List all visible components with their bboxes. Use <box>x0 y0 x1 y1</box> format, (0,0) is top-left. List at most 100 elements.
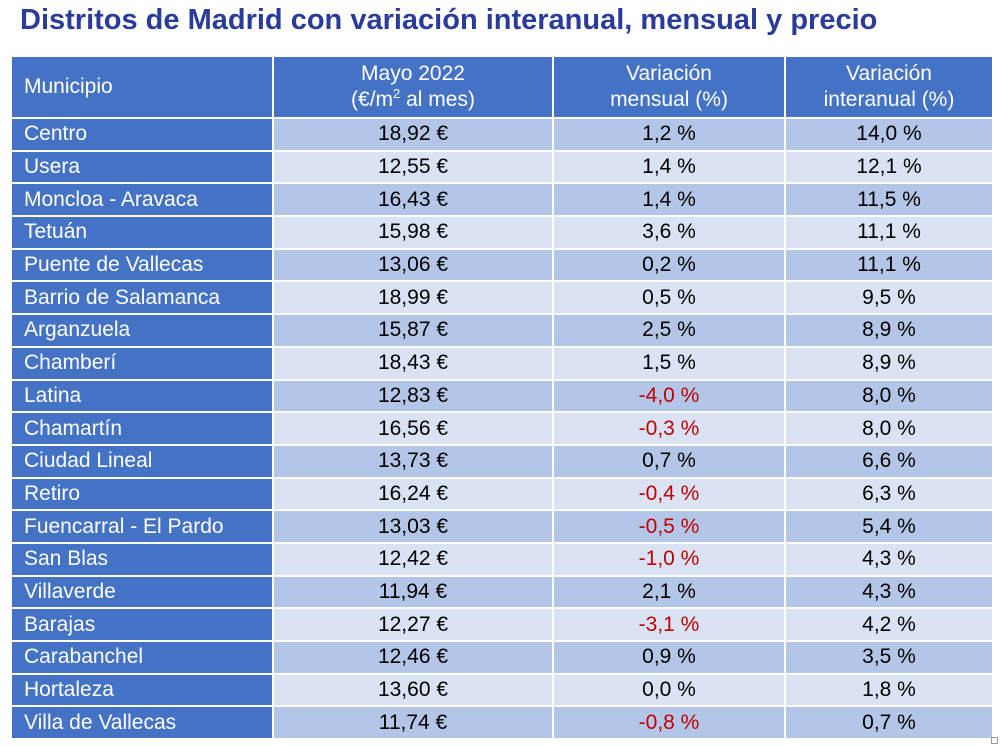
district-name-cell: Ciudad Lineal <box>10 443 274 479</box>
yearly-variation-cell: 14,0 % <box>784 117 994 152</box>
yearly-variation-cell: 8,0 % <box>784 378 994 414</box>
table-row: Puente de Vallecas 13,06 €0,2 % 11,1 % <box>10 247 994 283</box>
yearly-variation-cell: 6,6 % <box>784 443 994 479</box>
table-header: Municipio Mayo 2022 (€/m2 al mes) Variac… <box>10 55 994 119</box>
table-row: Arganzuela 15,87 €2,5 % 8,9 % <box>10 313 994 348</box>
price-cell: 15,98 € <box>272 215 554 250</box>
price-cell: 11,94 € <box>272 574 554 610</box>
district-name-cell: Carabanchel <box>10 640 274 675</box>
resize-handle-icon <box>991 737 998 744</box>
header-price-line1: Mayo 2022 <box>361 62 465 85</box>
header-monthly-line1: Variación <box>626 62 712 85</box>
district-name-cell: Barrio de Salamanca <box>10 280 274 316</box>
yearly-variation-cell: 11,1 % <box>784 247 994 283</box>
price-cell: 12,42 € <box>272 541 554 577</box>
price-cell: 12,83 € <box>272 378 554 414</box>
header-price-unit-pre: (€/m <box>351 88 394 111</box>
price-cell: 12,46 € <box>272 640 554 675</box>
table-row: Fuencarral - El Pardo 13,03 € -0,5 % 5,4 % <box>10 509 994 544</box>
yearly-variation-cell: 11,5 % <box>784 182 994 218</box>
district-name-cell: Villa de Vallecas <box>10 705 274 741</box>
yearly-variation-cell: 4,2 % <box>784 607 994 642</box>
header-municipio-label: Municipio <box>24 75 113 98</box>
table-row: Hortaleza 13,60 €0,0 % 1,8 % <box>10 672 994 708</box>
table-row: Barajas 12,27 € -3,1 % 4,2 % <box>10 607 994 642</box>
table-row: Retiro 16,24 € -0,4 % 6,3 % <box>10 476 994 512</box>
table-row: Chamartín 16,56 € -0,3 % 8,0 % <box>10 411 994 446</box>
yearly-variation-cell: 11,1 % <box>784 215 994 250</box>
monthly-variation-cell: 1,2 % <box>552 117 786 152</box>
district-name-cell: Chamartín <box>10 411 274 446</box>
yearly-variation-cell: 8,0 % <box>784 411 994 446</box>
price-cell: 18,43 € <box>272 345 554 381</box>
district-name-cell: Centro <box>10 117 274 152</box>
district-name-cell: Arganzuela <box>10 313 274 348</box>
yearly-variation-cell: 4,3 % <box>784 541 994 577</box>
district-name-cell: Barajas <box>10 607 274 642</box>
monthly-variation-cell: 1,4 % <box>552 149 786 185</box>
monthly-variation-cell: 2,5 % <box>552 313 786 348</box>
table-row: Moncloa - Aravaca 16,43 €1,4 % 11,5 % <box>10 182 994 218</box>
price-cell: 13,60 € <box>272 672 554 708</box>
price-cell: 18,92 € <box>272 117 554 152</box>
table-row: Tetuán 15,98 €3,6 % 11,1 % <box>10 215 994 250</box>
price-cell: 11,74 € <box>272 705 554 741</box>
monthly-variation-cell: -0,5 % <box>552 509 786 544</box>
districts-table: Municipio Mayo 2022 (€/m2 al mes) Variac… <box>10 55 994 741</box>
district-name-cell: Puente de Vallecas <box>10 247 274 283</box>
district-name-cell: Chamberí <box>10 345 274 381</box>
price-cell: 13,06 € <box>272 247 554 283</box>
header-municipio: Municipio <box>10 55 274 119</box>
monthly-variation-cell: 2,1 % <box>552 574 786 610</box>
table-body: Centro 18,92 €1,2 % 14,0 % Usera 12,55 €1,4 … <box>10 117 994 741</box>
header-monthly: Variación mensual (%) <box>552 55 786 119</box>
monthly-variation-cell: -0,4 % <box>552 476 786 512</box>
yearly-variation-cell: 4,3 % <box>784 574 994 610</box>
district-name-cell: Villaverde <box>10 574 274 610</box>
table-row: Chamberí 18,43 €1,5 % 8,9 % <box>10 345 994 381</box>
table-row: Latina 12,83 € -4,0 % 8,0 % <box>10 378 994 414</box>
district-name-cell: Latina <box>10 378 274 414</box>
price-cell: 16,43 € <box>272 182 554 218</box>
table-row: Villaverde 11,94 €2,1 % 4,3 % <box>10 574 994 610</box>
district-name-cell: San Blas <box>10 541 274 577</box>
monthly-variation-cell: 1,5 % <box>552 345 786 381</box>
monthly-variation-cell: 0,0 % <box>552 672 786 708</box>
yearly-variation-cell: 12,1 % <box>784 149 994 185</box>
table-row: Barrio de Salamanca 18,99 €0,5 % 9,5 % <box>10 280 994 316</box>
table-row: Centro 18,92 €1,2 % 14,0 % <box>10 117 994 152</box>
monthly-variation-cell: 0,9 % <box>552 640 786 675</box>
monthly-variation-cell: -3,1 % <box>552 607 786 642</box>
header-yearly-line1: Variación <box>846 62 932 85</box>
district-name-cell: Moncloa - Aravaca <box>10 182 274 218</box>
monthly-variation-cell: -0,8 % <box>552 705 786 741</box>
page-title: Distritos de Madrid con variación intera… <box>20 4 878 36</box>
district-name-cell: Fuencarral - El Pardo <box>10 509 274 544</box>
yearly-variation-cell: 3,5 % <box>784 640 994 675</box>
price-cell: 13,03 € <box>272 509 554 544</box>
price-cell: 12,27 € <box>272 607 554 642</box>
district-name-cell: Usera <box>10 149 274 185</box>
district-name-cell: Hortaleza <box>10 672 274 708</box>
table-row: Ciudad Lineal 13,73 €0,7 % 6,6 % <box>10 443 994 479</box>
district-name-cell: Tetuán <box>10 215 274 250</box>
district-name-cell: Retiro <box>10 476 274 512</box>
yearly-variation-cell: 9,5 % <box>784 280 994 316</box>
header-yearly: Variación interanual (%) <box>784 55 994 119</box>
header-row: Municipio Mayo 2022 (€/m2 al mes) Variac… <box>10 55 994 119</box>
header-price-unit-post: al mes) <box>400 88 475 111</box>
table-row: Villa de Vallecas 11,74 € -0,8 % 0,7 % <box>10 705 994 741</box>
header-monthly-line2: mensual (%) <box>610 88 728 111</box>
price-cell: 18,99 € <box>272 280 554 316</box>
monthly-variation-cell: 3,6 % <box>552 215 786 250</box>
price-cell: 16,56 € <box>272 411 554 446</box>
table-row: Usera 12,55 €1,4 % 12,1 % <box>10 149 994 185</box>
yearly-variation-cell: 5,4 % <box>784 509 994 544</box>
monthly-variation-cell: -1,0 % <box>552 541 786 577</box>
table-row: Carabanchel 12,46 €0,9 % 3,5 % <box>10 640 994 675</box>
yearly-variation-cell: 8,9 % <box>784 345 994 381</box>
yearly-variation-cell: 6,3 % <box>784 476 994 512</box>
monthly-variation-cell: 0,5 % <box>552 280 786 316</box>
header-price: Mayo 2022 (€/m2 al mes) <box>272 55 554 119</box>
price-cell: 15,87 € <box>272 313 554 348</box>
